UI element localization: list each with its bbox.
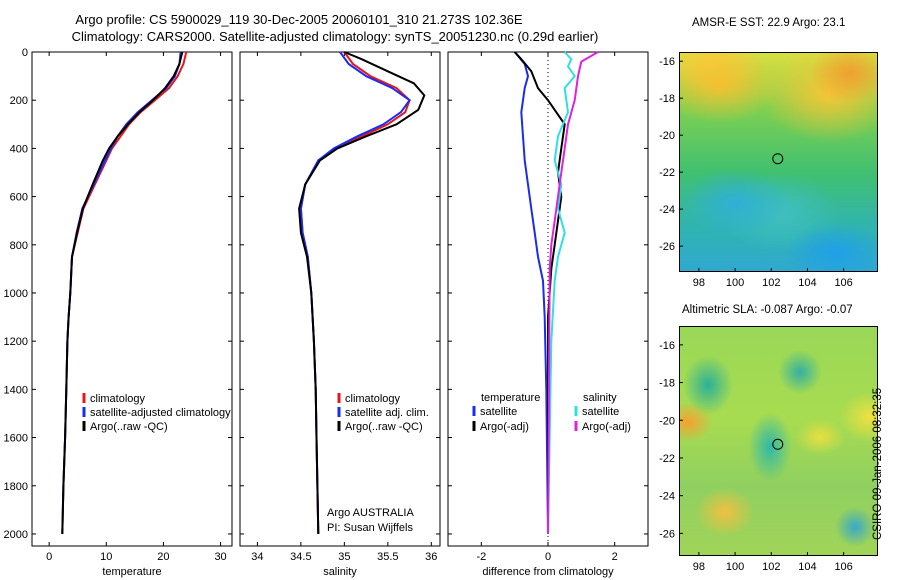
- legend-sal-satellite-label: satellite: [582, 406, 619, 418]
- series-line-4: [547, 51, 599, 535]
- y-tick-label: 2000: [4, 529, 28, 541]
- map-x-tick-label: 100: [726, 277, 744, 289]
- profile-location-marker: [772, 438, 784, 450]
- sst-heatmap: [679, 52, 878, 272]
- chart-title-line-2: Climatology: CARS2000. Satellite-adjuste…: [71, 29, 599, 44]
- legend-satellite-label: satellite-adjusted climatology: [90, 407, 231, 419]
- map-x-tick-label: 98: [693, 561, 705, 573]
- y-tick-label: 200: [10, 95, 28, 107]
- annotation-line-1: Argo AUSTRALIA: [327, 507, 414, 519]
- map-y-tick-label: -20: [659, 415, 675, 427]
- legend-climatology-label: climatology: [345, 393, 401, 405]
- legend-climatology-label: climatology: [90, 393, 146, 405]
- map-x-tick-label: 104: [798, 561, 816, 573]
- y-tick-label: 0: [22, 47, 28, 59]
- legend-group-temperature: temperature: [481, 392, 540, 404]
- x-tick-label: -2: [476, 551, 486, 563]
- x-tick-label: 20: [157, 551, 169, 563]
- legend-argo-label: Argo(..raw -QC): [90, 421, 168, 433]
- x-tick-label: 35: [338, 551, 350, 563]
- legend-group-salinity: salinity: [583, 392, 617, 404]
- x-tick-label: 10: [100, 551, 112, 563]
- y-tick-label: 600: [10, 192, 28, 204]
- sst-map-title: AMSR-E SST: 22.9 Argo: 23.1: [692, 17, 846, 29]
- map-x-tick-label: 98: [693, 277, 705, 289]
- map-y-tick-label: -18: [659, 93, 675, 105]
- map-y-tick-label: -24: [659, 204, 675, 216]
- y-tick-label: 1800: [4, 481, 28, 493]
- sla-map-title: Altimetric SLA: -0.087 Argo: -0.07: [682, 304, 853, 316]
- map-x-tick-label: 102: [762, 561, 780, 573]
- series-line-1: [513, 51, 549, 535]
- map-y-tick-label: -16: [659, 340, 675, 352]
- y-tick-label: 1200: [4, 336, 28, 348]
- legend-argo-label: Argo(..raw -QC): [345, 421, 423, 433]
- x-tick-label: 35.5: [377, 551, 398, 563]
- x-axis-label: temperature: [102, 566, 161, 578]
- series-line-3: [61, 51, 184, 535]
- legend-temp-satellite-label: satellite: [480, 406, 517, 418]
- x-tick-label: 34.5: [290, 551, 311, 563]
- map-x-tick-label: 104: [798, 277, 816, 289]
- series-line-1: [61, 51, 188, 535]
- map-x-tick-label: 100: [726, 561, 744, 573]
- x-tick-label: 0: [46, 551, 52, 563]
- map-x-tick-label: 102: [762, 277, 780, 289]
- map-y-tick-label: -26: [659, 241, 675, 253]
- legend-satellite-label: satellite adj. clim.: [345, 407, 429, 419]
- x-tick-label: 34: [251, 551, 263, 563]
- y-tick-label: 800: [10, 240, 28, 252]
- profile-location-marker: [772, 153, 784, 165]
- x-axis-label: difference from climatology: [482, 566, 614, 578]
- x-tick-label: 30: [214, 551, 226, 563]
- legend-temp-argo-label: Argo(-adj): [480, 421, 529, 433]
- map-y-tick-label: -18: [659, 378, 675, 390]
- x-tick-label: 2: [612, 551, 618, 563]
- map-y-tick-label: -22: [659, 453, 675, 465]
- y-tick-label: 1400: [4, 384, 28, 396]
- map-x-tick-label: 106: [834, 561, 852, 573]
- map-y-tick-label: -20: [659, 130, 675, 142]
- map-y-tick-label: -22: [659, 167, 675, 179]
- series-line-3: [547, 51, 576, 535]
- series-line-2: [513, 51, 566, 534]
- x-axis-label: salinity: [323, 566, 357, 578]
- y-tick-label: 400: [10, 143, 28, 155]
- plot-frame: [31, 51, 233, 547]
- series-line-3: [298, 51, 426, 535]
- plot-frame: [239, 51, 441, 547]
- map-y-tick-label: -24: [659, 491, 675, 503]
- sla-heatmap: [679, 326, 878, 556]
- map-y-tick-label: -16: [659, 56, 675, 68]
- map-x-tick-label: 106: [834, 277, 852, 289]
- legend-sal-argo-label: Argo(-adj): [582, 421, 631, 433]
- chart-title-line-1: Argo profile: CS 5900029_119 30-Dec-2005…: [75, 12, 523, 27]
- y-tick-label: 1600: [4, 433, 28, 445]
- y-tick-label: 1000: [4, 288, 28, 300]
- annotation-line-2: PI: Susan Wijffels: [327, 522, 413, 534]
- x-tick-label: 0: [545, 551, 551, 563]
- series-line-2: [61, 51, 182, 535]
- x-tick-label: 36: [425, 551, 437, 563]
- map-y-tick-label: -26: [659, 528, 675, 540]
